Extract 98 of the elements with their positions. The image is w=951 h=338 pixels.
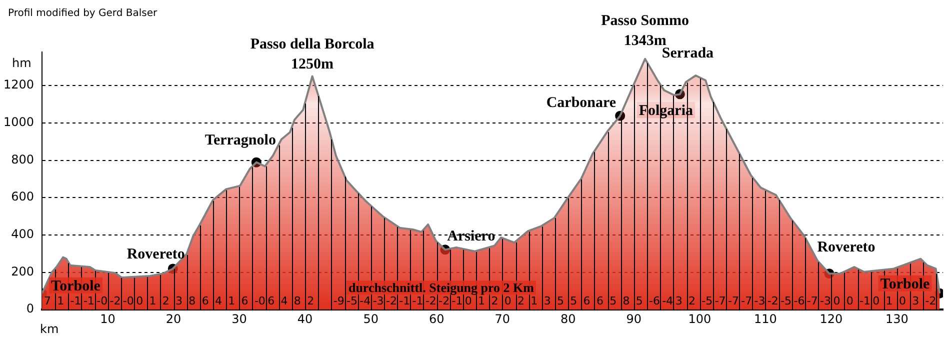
annotation: Carbonare	[546, 94, 616, 111]
x-tick-label: 10	[100, 312, 116, 326]
annotation: 1	[228, 294, 236, 308]
y-tick-label: 400	[11, 227, 34, 242]
annotation: -1	[399, 294, 410, 308]
annotation: Torbole	[880, 276, 930, 292]
y-tick-label: 600	[11, 190, 34, 204]
annotation: 0	[504, 294, 512, 308]
annotation: 6	[596, 294, 604, 308]
x-tick-label: 130	[886, 312, 908, 326]
annotation: 5	[610, 294, 617, 308]
x-tick-label: 70	[494, 312, 510, 326]
x-tick-label: 50	[363, 312, 378, 326]
annotation: 8	[294, 294, 301, 308]
annotation: 1	[530, 294, 538, 308]
annotation: -9	[333, 294, 344, 308]
y-tick-label: 1200	[3, 78, 34, 92]
annotation: -4	[360, 294, 371, 308]
annotation: Rovereto	[126, 246, 185, 263]
annotation: 0	[898, 294, 906, 308]
x-tick-label: 40	[297, 312, 313, 326]
annotation: -5	[780, 294, 792, 308]
annotation: -5	[346, 294, 358, 308]
annotation: 8	[188, 294, 196, 308]
annotation: -6	[794, 294, 805, 308]
annotation: 5	[636, 294, 643, 308]
y-axis-title: hm	[12, 56, 32, 70]
annotation: -2	[767, 294, 778, 308]
annotation: -7	[806, 294, 818, 308]
y-tick-label: 1000	[3, 115, 34, 130]
annotation: 2	[307, 294, 314, 308]
annotation: 4	[214, 294, 222, 308]
annotation: 3	[675, 294, 682, 308]
annotation: 1	[149, 294, 156, 308]
annotation: -1	[83, 294, 94, 308]
annotation: 1	[57, 294, 64, 308]
annotation: -2	[438, 294, 450, 308]
annotation: -2	[386, 294, 397, 308]
annotation: -2	[110, 294, 121, 308]
annotation: 1	[886, 294, 893, 308]
annotation: 2	[162, 294, 170, 308]
annotation: -7	[714, 294, 726, 308]
annotation: 0	[872, 294, 880, 308]
chart-title: Profil modified by Gerd Balser	[8, 8, 158, 19]
annotation: -3	[754, 294, 766, 308]
annotation: 8	[622, 294, 630, 308]
annotation: 2	[688, 294, 696, 308]
annotation: 1	[478, 294, 486, 308]
annotation: durchschnittl. Steigung pro 2 Km	[348, 280, 534, 295]
annotation: -5	[702, 294, 713, 308]
annotation: -4	[662, 294, 674, 308]
x-tick-label: 100	[688, 312, 712, 326]
annotation: -1	[412, 294, 424, 308]
annotation: 0	[136, 294, 144, 308]
annotation: 6	[241, 294, 248, 308]
annotation: 6	[583, 294, 590, 308]
y-tick-label: 0	[26, 302, 34, 316]
annotation: -0	[96, 294, 108, 308]
annotation: -3	[820, 294, 832, 308]
annotation: 6	[202, 294, 209, 308]
x-tick-label: 80	[560, 312, 576, 326]
annotation: Terragnolo	[204, 132, 276, 148]
annotation: Passo della Borcola 1250m	[250, 36, 375, 72]
annotation: 0	[833, 294, 840, 308]
annotation: 7	[44, 294, 51, 308]
annotation: -1	[70, 294, 82, 308]
annotation: 2	[491, 294, 498, 308]
annotation: 5	[570, 294, 578, 308]
x-tick-label: 20	[166, 312, 182, 326]
annotation: 0	[464, 294, 472, 308]
x-tick-label: 60	[428, 312, 444, 326]
annotation: -3	[372, 294, 384, 308]
annotation: -2	[425, 294, 436, 308]
annotation: -7	[741, 294, 752, 308]
annotation: Rovereto	[817, 240, 876, 256]
annotation: 6	[268, 294, 275, 308]
y-tick-label: 800	[11, 152, 34, 166]
annotation: -7	[728, 294, 739, 308]
annotation: 2	[518, 294, 525, 308]
annotation: -0	[254, 294, 266, 308]
annotation: -2	[925, 294, 936, 308]
x-tick-label: 110	[754, 312, 777, 326]
y-tick-label: 200	[11, 264, 34, 278]
annotation: -1	[860, 294, 870, 308]
annotation: 4	[280, 294, 288, 308]
annotation: 3	[544, 294, 551, 308]
annotation: -1	[452, 294, 463, 308]
annotation: 0	[846, 294, 854, 308]
x-axis-title: km	[40, 322, 59, 336]
annotation: -6	[649, 294, 660, 308]
annotation: 3	[176, 294, 183, 308]
annotation: Torbole	[51, 278, 101, 294]
x-tick-label: 120	[820, 312, 843, 326]
x-tick-label: 30	[232, 312, 247, 326]
x-tick-label: 90	[626, 312, 642, 326]
annotation: -0	[122, 294, 134, 308]
annotation: 3	[912, 294, 920, 308]
annotation: 5	[556, 294, 564, 308]
